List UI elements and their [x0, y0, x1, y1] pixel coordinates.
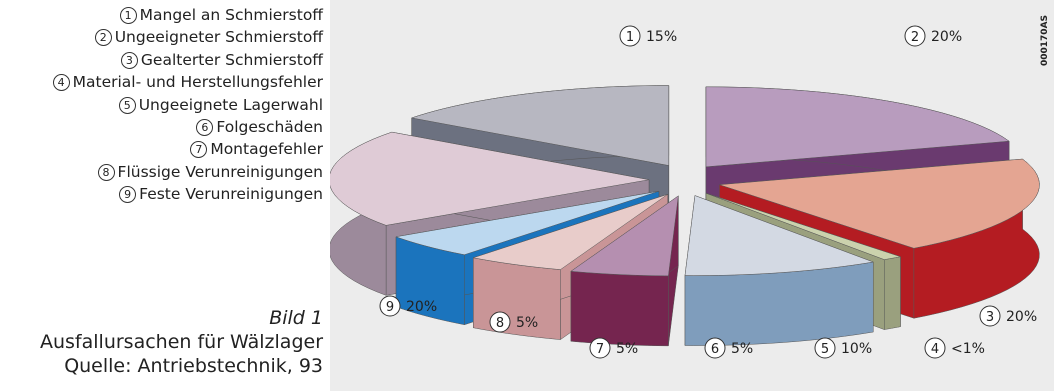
legend-item: 6 Folgeschäden: [0, 116, 323, 138]
svg-text:5: 5: [821, 342, 829, 357]
svg-text:15%: 15%: [646, 29, 677, 45]
legend-label: Material- und Herstellungsfehler: [72, 73, 323, 92]
value-label: 6 5%: [704, 337, 753, 359]
legend-item: 1 Mangel an Schmierstoff: [0, 4, 323, 26]
slice-top: [411, 85, 670, 166]
legend-item: 7 Montagefehler: [0, 138, 323, 160]
legend-label: Ungeeignete Lagerwahl: [138, 95, 323, 114]
caption: Bild 1 Ausfallursachen für Wälzlager Que…: [0, 306, 323, 378]
slice-top: [395, 190, 660, 255]
legend: 1 Mangel an Schmierstoff 2 Ungeeigneter Sch…: [0, 4, 323, 206]
svg-text:3: 3: [986, 310, 994, 325]
svg-text:1: 1: [626, 30, 634, 45]
svg-text:5%: 5%: [731, 341, 753, 357]
legend-number-icon: 1: [119, 7, 137, 24]
slice-top: [473, 193, 668, 270]
legend-label: Montagefehler: [210, 140, 323, 159]
svg-text:20%: 20%: [1006, 309, 1037, 325]
slice-top: [570, 195, 679, 277]
legend-label: Mangel an Schmierstoff: [139, 6, 323, 24]
legend-label: Flüssige Verunreinigungen: [117, 162, 323, 181]
legend-label: Ungeeigneter Schmierstoff: [114, 28, 323, 47]
value-label: 5 10%: [814, 337, 872, 359]
value-label: 1 15%: [619, 25, 677, 47]
slice-top: [330, 131, 650, 226]
pie-slice: [684, 195, 875, 346]
legend-number-icon: 6: [196, 119, 214, 137]
legend-number-icon: 3: [120, 51, 138, 69]
svg-text:2: 2: [911, 30, 919, 45]
value-label: 7 5%: [589, 337, 638, 359]
caption-source: Quelle: Antriebstechnik, 93: [64, 355, 323, 377]
figure-code: 000170AS: [1040, 14, 1050, 66]
legend-label: Folgeschäden: [216, 118, 323, 137]
caption-label: Bild 1: [269, 307, 323, 329]
svg-text:5%: 5%: [616, 341, 638, 357]
svg-text:<1%: <1%: [951, 341, 985, 357]
legend-number-icon: 4: [52, 74, 70, 92]
svg-text:20%: 20%: [931, 29, 962, 45]
slice-side: [884, 256, 901, 330]
svg-text:4: 4: [931, 342, 939, 357]
legend-item: 8 Flüssige Verunreinigungen: [0, 161, 323, 183]
legend-label: Feste Verunreinigungen: [139, 185, 323, 204]
legend-item: 2 Ungeeigneter Schmierstoff: [0, 26, 323, 48]
svg-text:6: 6: [711, 342, 719, 357]
svg-text:10%: 10%: [841, 341, 872, 357]
caption-title: Ausfallursachen für Wälzlager: [39, 331, 323, 353]
svg-text:8: 8: [496, 316, 504, 331]
value-label: 3 20%: [979, 305, 1037, 327]
value-label: 4 <1%: [924, 337, 985, 359]
slice-side: [570, 271, 669, 347]
slice-top: [684, 195, 875, 276]
legend-number-icon: 7: [190, 141, 208, 159]
legend-number-icon: 9: [119, 186, 137, 204]
legend-item: 5 Ungeeignete Lagerwahl: [0, 94, 323, 116]
svg-text:7: 7: [596, 342, 604, 357]
slice-top: [719, 158, 1040, 249]
legend-item: 3 Gealterter Schmierstoff: [0, 49, 323, 71]
value-label: 2 20%: [904, 25, 962, 47]
slice-top: [705, 86, 1010, 168]
legend-item: 9 Feste Verunreinigungen: [0, 183, 323, 205]
svg-text:20%: 20%: [406, 299, 437, 315]
legend-item: 4 Material- und Herstellungsfehler: [0, 71, 323, 93]
pie-chart: 1 15% 2 20% 3 20% 4 <1% 5 10% 6 5% 7 5% 8 5% 9 20%: [330, 25, 1040, 359]
svg-text:9: 9: [386, 300, 394, 315]
pie-slice: [570, 195, 679, 347]
legend-number-icon: 8: [97, 163, 115, 181]
legend-number-icon: 2: [94, 29, 112, 47]
legend-number-icon: 5: [118, 96, 136, 114]
value-label: 8 5%: [489, 311, 538, 333]
value-label: 9 20%: [379, 295, 437, 317]
slice-top: [705, 192, 901, 260]
svg-text:5%: 5%: [516, 315, 538, 331]
legend-label: Gealterter Schmierstoff: [140, 50, 323, 69]
